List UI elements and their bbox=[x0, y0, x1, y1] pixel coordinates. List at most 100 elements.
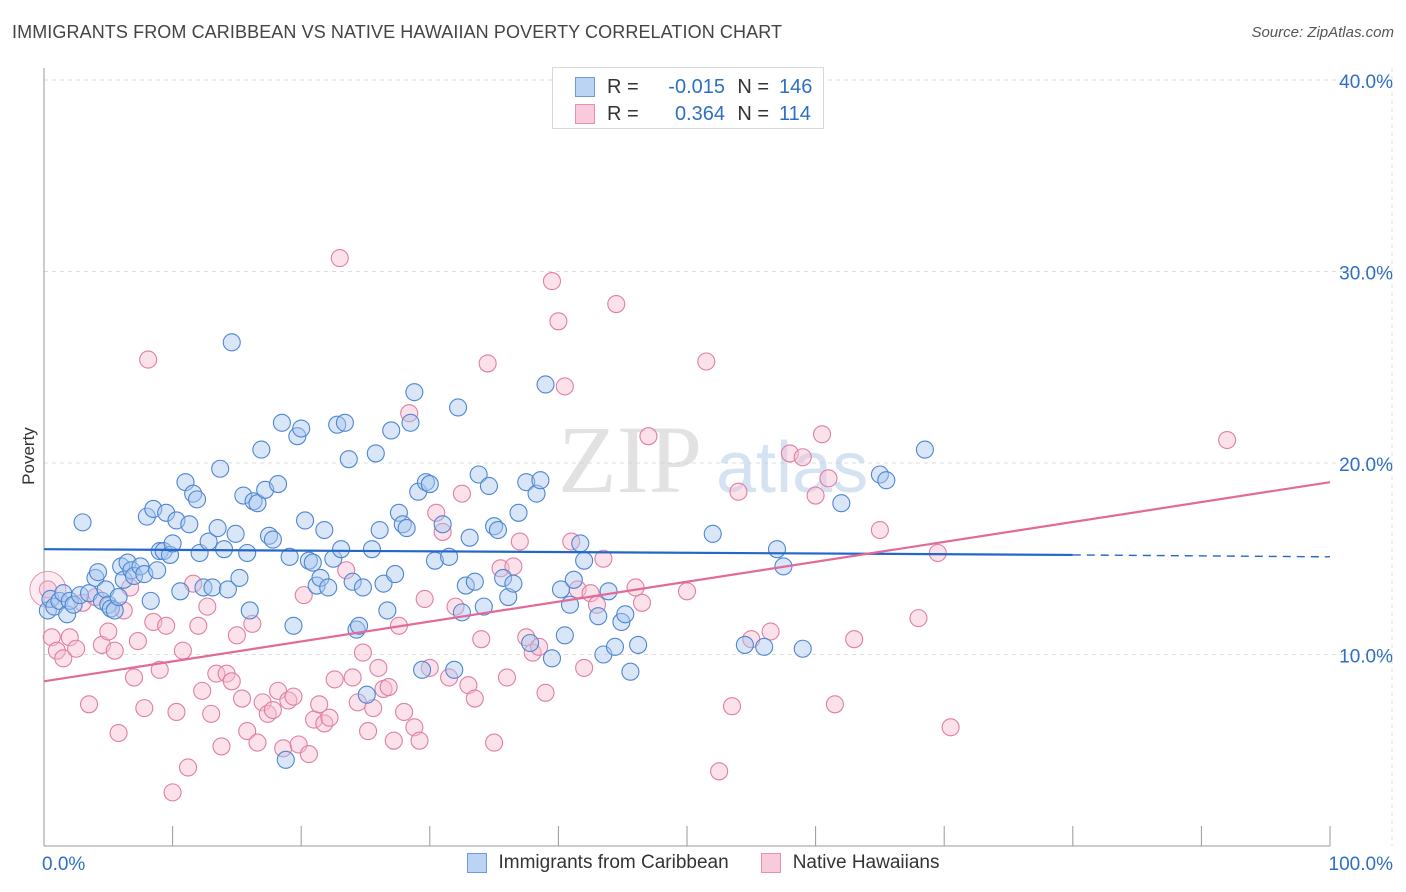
data-point bbox=[284, 687, 303, 706]
data-point bbox=[405, 383, 424, 402]
data-point bbox=[729, 482, 748, 501]
data-point bbox=[555, 377, 574, 396]
data-point bbox=[135, 699, 154, 718]
data-point bbox=[173, 641, 192, 660]
r-label: R = bbox=[607, 102, 639, 125]
x-tick-label: 100.0% bbox=[1329, 854, 1394, 875]
data-point bbox=[207, 664, 226, 683]
trend-line-caribbean bbox=[43, 548, 1073, 557]
y-tick-label: 20.0% bbox=[1339, 455, 1393, 476]
data-point bbox=[320, 708, 339, 727]
data-point bbox=[555, 626, 574, 645]
data-point bbox=[47, 641, 66, 660]
data-point bbox=[499, 587, 518, 607]
data-point bbox=[479, 476, 499, 496]
data-point bbox=[1218, 430, 1237, 450]
data-point bbox=[607, 295, 626, 314]
data-point bbox=[472, 630, 491, 649]
data-point bbox=[465, 689, 484, 708]
data-point bbox=[401, 413, 420, 432]
n-label: N = bbox=[737, 75, 769, 98]
data-point bbox=[263, 700, 282, 720]
data-point bbox=[42, 628, 61, 647]
data-point bbox=[433, 522, 452, 541]
data-point bbox=[909, 609, 928, 628]
data-point bbox=[915, 440, 934, 459]
data-point bbox=[413, 660, 432, 679]
data-point bbox=[517, 473, 536, 492]
legend-item-hawaiians[interactable]: Native Hawaiians bbox=[760, 852, 940, 874]
data-point bbox=[735, 635, 754, 654]
data-point bbox=[755, 637, 774, 656]
data-point bbox=[339, 450, 358, 469]
data-point bbox=[449, 398, 468, 417]
data-point bbox=[114, 570, 133, 589]
data-point bbox=[292, 419, 311, 438]
data-point bbox=[379, 678, 398, 697]
data-point bbox=[294, 586, 313, 605]
data-point bbox=[240, 601, 259, 620]
data-point bbox=[527, 484, 546, 503]
data-point bbox=[497, 668, 517, 687]
data-point bbox=[167, 702, 186, 722]
data-point bbox=[64, 595, 83, 614]
data-point bbox=[248, 494, 267, 513]
data-point bbox=[310, 695, 329, 714]
data-point bbox=[504, 574, 523, 593]
legend-swatch-pink bbox=[760, 853, 781, 873]
data-point bbox=[703, 524, 722, 543]
data-point bbox=[870, 520, 889, 540]
data-point bbox=[70, 586, 90, 605]
data-point bbox=[710, 762, 729, 781]
data-point bbox=[359, 722, 378, 741]
data-point bbox=[150, 660, 169, 679]
data-point bbox=[128, 632, 147, 651]
trend-line-caribbean-extension bbox=[1072, 554, 1331, 558]
data-point bbox=[562, 532, 581, 551]
data-point bbox=[269, 475, 288, 494]
watermark-zip: ZIP bbox=[558, 406, 702, 513]
trend-line-hawaiians bbox=[43, 481, 1331, 683]
data-point bbox=[226, 524, 245, 543]
data-point bbox=[303, 553, 322, 572]
data-point bbox=[605, 637, 625, 656]
data-point bbox=[319, 578, 338, 597]
data-point bbox=[211, 459, 230, 478]
data-point bbox=[626, 578, 645, 597]
data-point bbox=[171, 582, 190, 601]
data-point bbox=[806, 486, 825, 505]
data-point bbox=[521, 633, 540, 653]
data-point bbox=[227, 626, 246, 645]
data-point bbox=[109, 587, 128, 607]
data-point bbox=[88, 563, 108, 582]
data-point bbox=[212, 737, 231, 756]
data-point bbox=[222, 672, 241, 691]
data-point bbox=[384, 731, 403, 750]
gridlines bbox=[44, 68, 1393, 846]
data-point bbox=[335, 413, 354, 432]
data-point bbox=[332, 540, 351, 559]
data-point bbox=[542, 649, 562, 668]
data-point bbox=[632, 593, 652, 612]
legend-item-caribbean[interactable]: Immigrants from Caribbean bbox=[466, 852, 729, 874]
data-point bbox=[234, 486, 253, 505]
data-point bbox=[105, 601, 124, 620]
data-point bbox=[494, 568, 513, 587]
data-point bbox=[243, 614, 262, 633]
n-label: N = bbox=[737, 102, 769, 125]
data-point bbox=[571, 534, 590, 553]
y-axis-label: Poverty bbox=[19, 427, 38, 485]
data-point bbox=[697, 352, 716, 371]
data-point bbox=[474, 597, 493, 616]
data-point bbox=[203, 578, 222, 597]
series-immigrants-from-caribbean bbox=[38, 333, 934, 769]
legend-label: Native Hawaiians bbox=[792, 852, 940, 873]
data-point bbox=[677, 582, 697, 601]
data-point bbox=[252, 440, 271, 459]
data-point bbox=[343, 572, 362, 591]
series-legend: Immigrants from Caribbean Native Hawaiia… bbox=[0, 852, 1406, 874]
data-point bbox=[67, 639, 86, 658]
data-point bbox=[825, 695, 844, 714]
data-point bbox=[163, 783, 182, 802]
data-point bbox=[382, 421, 401, 440]
